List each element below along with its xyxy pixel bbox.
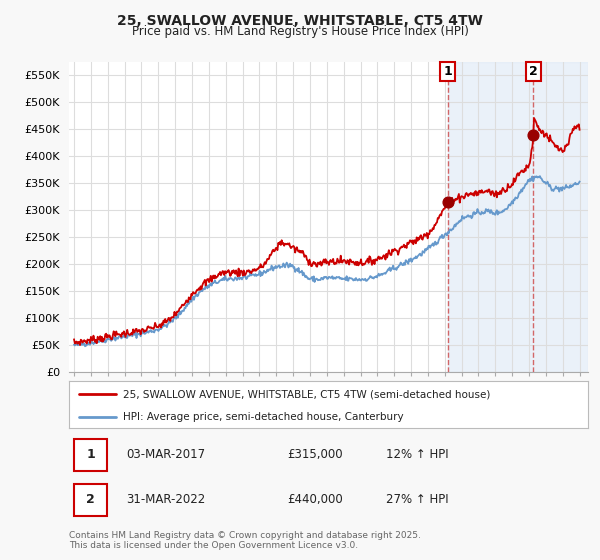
FancyBboxPatch shape: [74, 484, 107, 516]
Text: £315,000: £315,000: [287, 448, 343, 461]
FancyBboxPatch shape: [74, 440, 107, 471]
Text: 1: 1: [443, 65, 452, 78]
Text: 2: 2: [529, 65, 538, 78]
Text: 1: 1: [86, 448, 95, 461]
Text: 2: 2: [86, 493, 95, 506]
Text: 12% ↑ HPI: 12% ↑ HPI: [386, 448, 448, 461]
Text: £440,000: £440,000: [287, 493, 343, 506]
Point: [529, 130, 538, 139]
Text: 31-MAR-2022: 31-MAR-2022: [126, 493, 205, 506]
Point: [443, 198, 452, 207]
Text: 25, SWALLOW AVENUE, WHITSTABLE, CT5 4TW (semi-detached house): 25, SWALLOW AVENUE, WHITSTABLE, CT5 4TW …: [124, 389, 491, 399]
Text: 25, SWALLOW AVENUE, WHITSTABLE, CT5 4TW: 25, SWALLOW AVENUE, WHITSTABLE, CT5 4TW: [117, 14, 483, 28]
Bar: [448, 62, 588, 372]
Text: Price paid vs. HM Land Registry's House Price Index (HPI): Price paid vs. HM Land Registry's House …: [131, 25, 469, 38]
Text: 27% ↑ HPI: 27% ↑ HPI: [386, 493, 448, 506]
Text: HPI: Average price, semi-detached house, Canterbury: HPI: Average price, semi-detached house,…: [124, 412, 404, 422]
Text: 03-MAR-2017: 03-MAR-2017: [126, 448, 205, 461]
Text: Contains HM Land Registry data © Crown copyright and database right 2025.
This d: Contains HM Land Registry data © Crown c…: [69, 530, 421, 550]
